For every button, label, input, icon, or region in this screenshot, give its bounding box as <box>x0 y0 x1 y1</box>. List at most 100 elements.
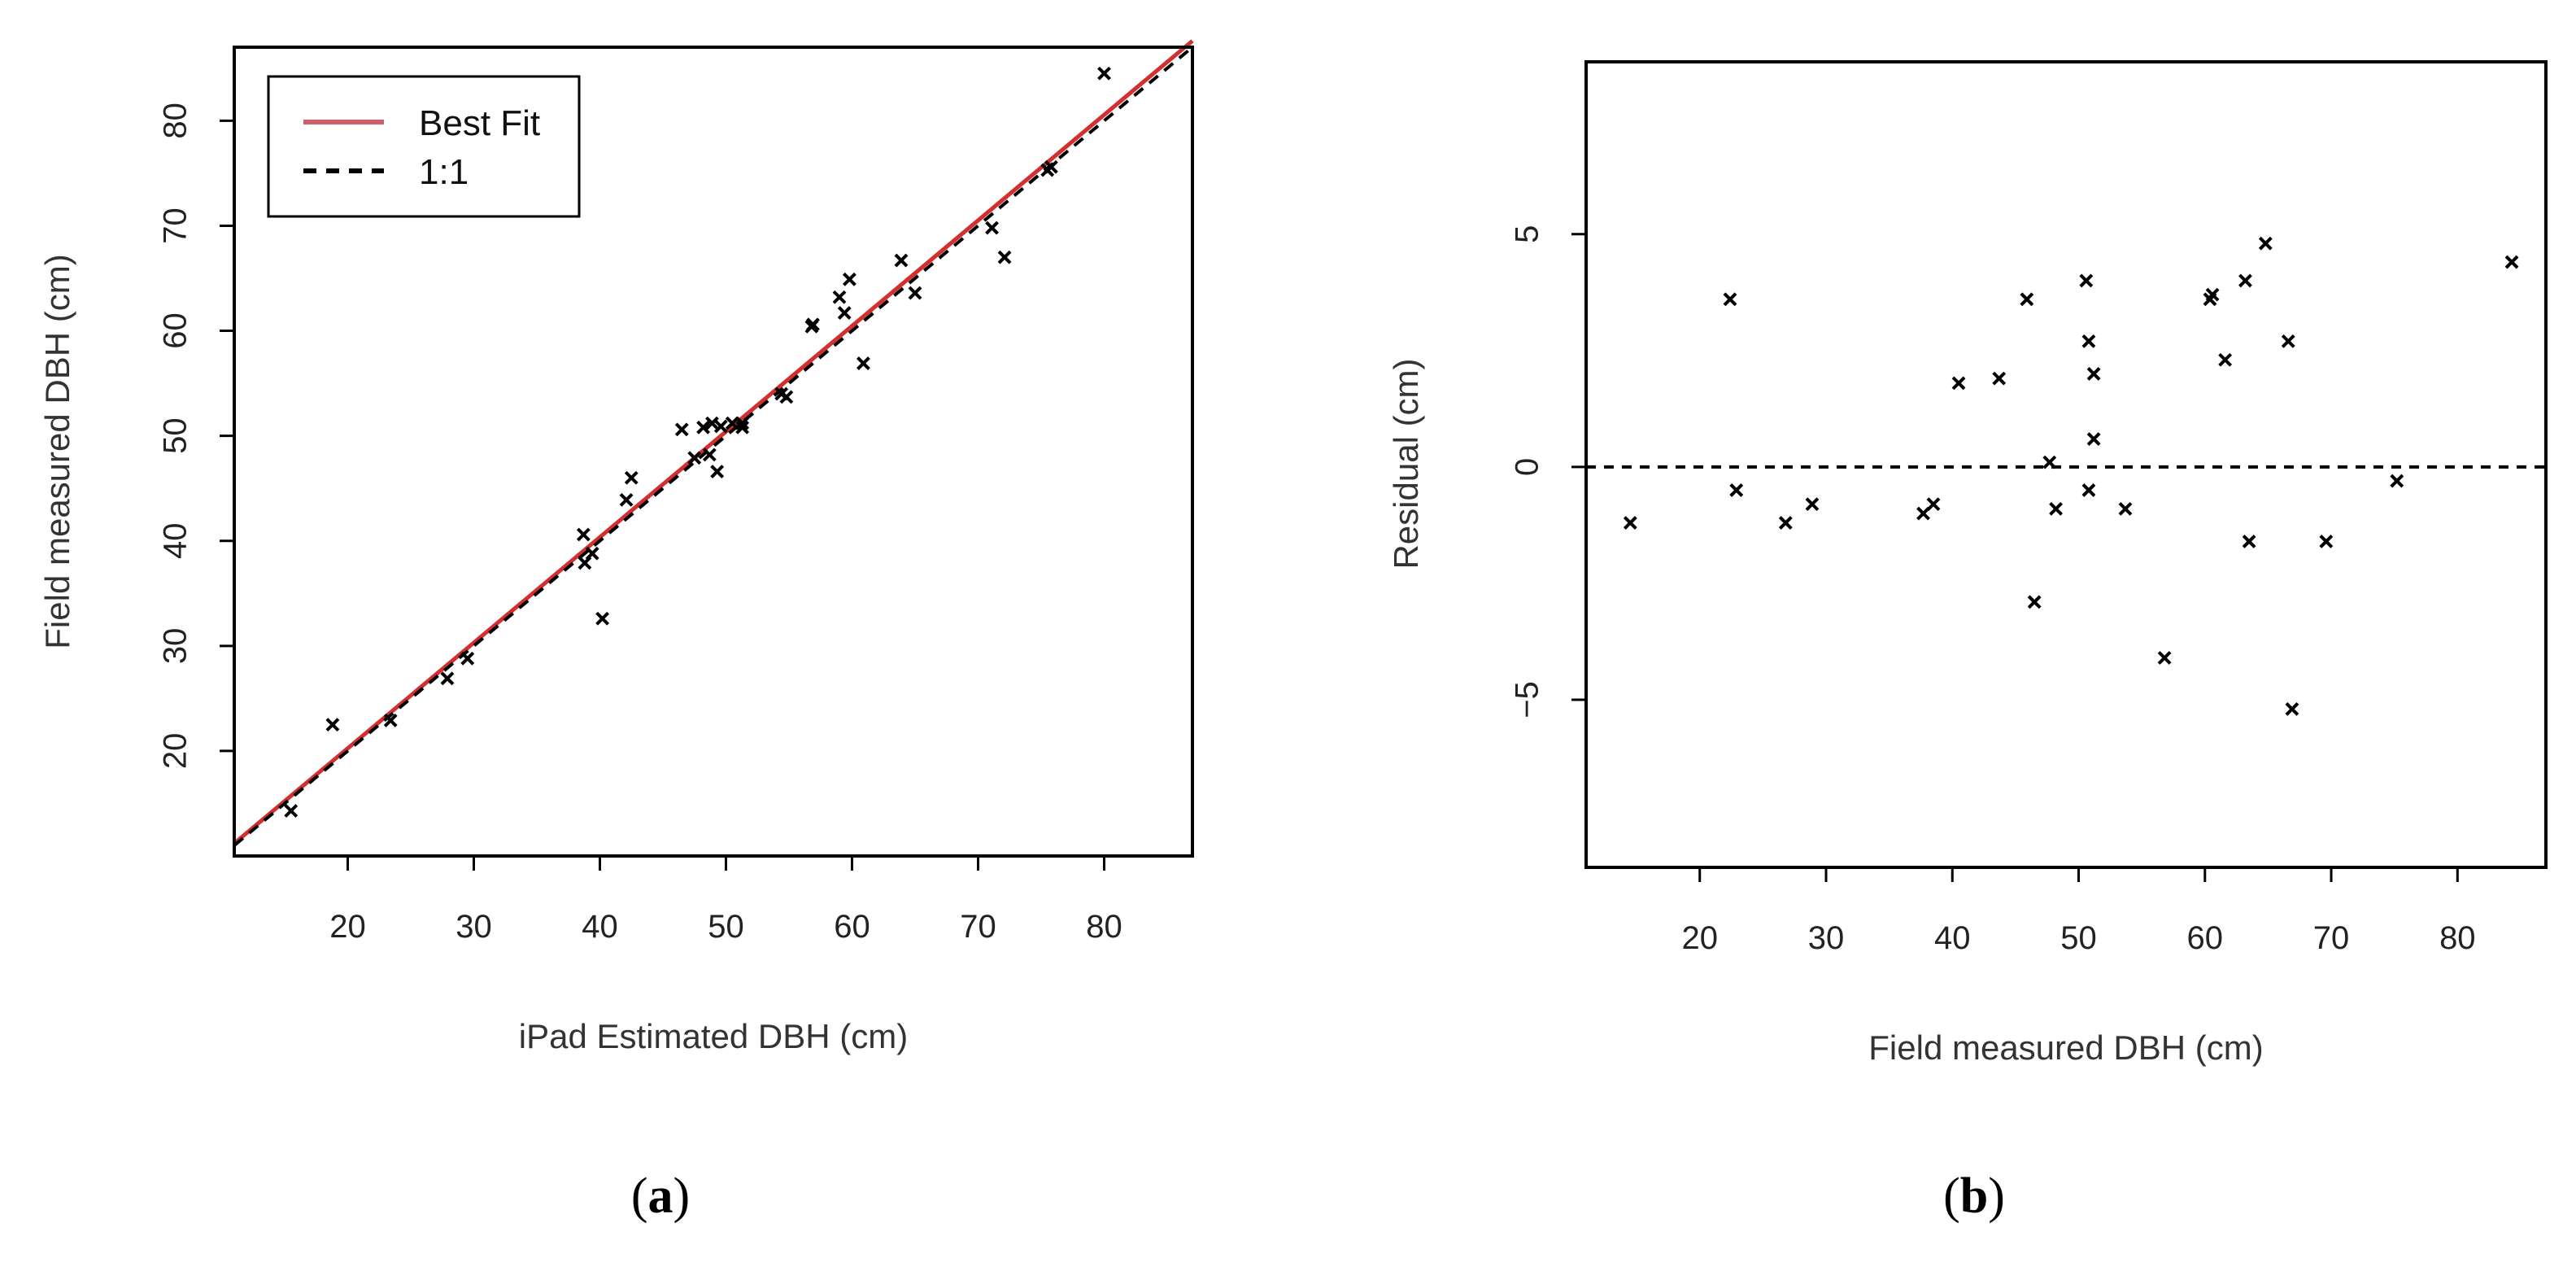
panel-b-point <box>1926 497 1941 512</box>
panel-a-scatter-plot: 20 30 40 50 60 70 80 20 30 40 50 60 70 80 iPad Estim… <box>38 39 1194 1224</box>
panel-b-point <box>2390 474 2404 488</box>
panel-a-point <box>624 470 639 485</box>
y-tick-label: 50 <box>158 417 194 454</box>
panel-b-point <box>2157 651 2172 665</box>
panel-a-point <box>856 356 870 370</box>
x-tick-label: 50 <box>708 909 744 945</box>
panel-b-point <box>2042 455 2057 469</box>
panel-a-fit-lines <box>233 39 1194 847</box>
y-tick-label: 20 <box>158 733 194 770</box>
panel-b-point <box>1951 376 1966 391</box>
panel-b-point <box>2504 255 2519 269</box>
panel-b-point <box>1623 516 1637 530</box>
panel-b-point <box>1992 371 2007 386</box>
panel-a-point <box>725 416 739 430</box>
panel-b-point <box>2081 483 2096 497</box>
one-to-one-line <box>233 46 1194 847</box>
y-tick-label: 0 <box>1510 458 1545 476</box>
panel-a-point <box>837 306 852 321</box>
panel-a-point <box>832 290 847 304</box>
panel-a-x-ticks: 20 30 40 50 60 70 80 <box>329 856 1122 945</box>
panel-b-y-axis-title: Residual (cm) <box>1387 358 1425 569</box>
panel-b-x-ticks: 20 30 40 50 60 70 80 <box>1681 867 2476 956</box>
x-tick-label: 30 <box>1808 920 1845 956</box>
panel-b-point <box>1916 506 1930 521</box>
panel-a-point <box>997 250 1012 264</box>
panel-b-point <box>1723 292 1737 307</box>
x-tick-label: 30 <box>455 909 492 945</box>
panel-a-caption-label: (a) <box>631 1168 690 1224</box>
panel-a-point <box>702 448 717 462</box>
panel-b-point <box>1778 516 1793 530</box>
panel-a-point <box>284 804 299 818</box>
panel-a-point <box>713 419 728 434</box>
x-tick-label: 20 <box>329 909 366 945</box>
x-tick-label: 20 <box>1681 920 1718 956</box>
panel-a-point <box>1097 66 1111 81</box>
panel-a-point <box>985 221 999 235</box>
legend-box <box>267 75 581 218</box>
x-tick-label: 70 <box>960 909 996 945</box>
panel-a-point <box>576 527 591 542</box>
y-tick-label: 30 <box>158 628 194 665</box>
panel-b-point <box>2081 334 2096 348</box>
x-tick-label: 50 <box>2060 920 2097 956</box>
panel-b-caption-label: (b) <box>1943 1168 2005 1224</box>
x-tick-label: 80 <box>1086 909 1122 945</box>
x-tick-label: 70 <box>2313 920 2350 956</box>
panel-a-point <box>806 317 820 332</box>
panel-a-point <box>710 465 725 478</box>
x-tick-label: 60 <box>834 909 870 945</box>
panel-b-point <box>2205 287 2220 302</box>
y-tick-label: 80 <box>158 103 194 139</box>
panel-a-point <box>674 422 689 437</box>
panel-a-plot-frame <box>233 46 1194 858</box>
panel-b-point <box>1805 497 1820 512</box>
panel-a-data-points <box>284 66 1111 818</box>
panel-b-point <box>2281 334 2295 348</box>
panel-a-point <box>619 492 634 507</box>
panel-a-point <box>735 416 750 430</box>
panel-b-point <box>2049 501 2063 516</box>
panel-b-point <box>2079 273 2094 288</box>
panel-a-y-axis-title: Field measured DBH (cm) <box>38 254 76 648</box>
panel-a-legend: Best Fit 1:1 <box>267 75 581 218</box>
panel-b-plot-frame <box>1584 60 2548 869</box>
panel-b-residual-plot: 20 30 40 50 60 70 80 −5 0 5 Field measured DBH (… <box>1387 60 2548 1224</box>
y-tick-label: 40 <box>158 522 194 559</box>
y-tick-label: 70 <box>158 207 194 244</box>
panel-b-point <box>2027 595 2042 609</box>
panel-b-data-points <box>1623 236 2519 716</box>
panel-a-y-ticks: 20 30 40 50 60 70 80 <box>158 103 234 769</box>
panel-a-point <box>908 286 922 300</box>
panel-b-point <box>2086 432 2101 446</box>
panel-a-point <box>894 253 909 268</box>
panel-b-point <box>2285 702 2299 716</box>
panel-a-point <box>383 714 398 727</box>
y-tick-label: 60 <box>158 312 194 349</box>
panel-a-point <box>779 390 794 404</box>
panel-a-point <box>460 651 475 666</box>
panel-b-point <box>2118 501 2133 516</box>
panel-a-point <box>595 611 610 626</box>
panel-a-x-axis-title: iPad Estimated DBH (cm) <box>519 1017 908 1055</box>
x-tick-label: 60 <box>2187 920 2224 956</box>
panel-a-point <box>585 546 599 561</box>
legend-best-fit-label: Best Fit <box>419 103 540 143</box>
x-tick-label: 80 <box>2439 920 2476 956</box>
panel-a-point <box>687 451 702 465</box>
panel-b-point <box>2238 273 2252 288</box>
panel-b-x-axis-title: Field measured DBH (cm) <box>1868 1028 2263 1067</box>
panel-a-point <box>440 671 455 686</box>
panel-a-point <box>325 718 340 732</box>
panel-a-point <box>1040 163 1055 177</box>
y-tick-label: 5 <box>1510 225 1545 243</box>
x-tick-label: 40 <box>1934 920 1971 956</box>
panel-b-point <box>2242 535 2256 548</box>
panel-a-point <box>705 416 719 430</box>
panel-b-point <box>2258 236 2273 251</box>
panel-a-point <box>842 272 856 286</box>
panel-b-point <box>2218 352 2233 367</box>
panel-b-point <box>2020 292 2034 307</box>
